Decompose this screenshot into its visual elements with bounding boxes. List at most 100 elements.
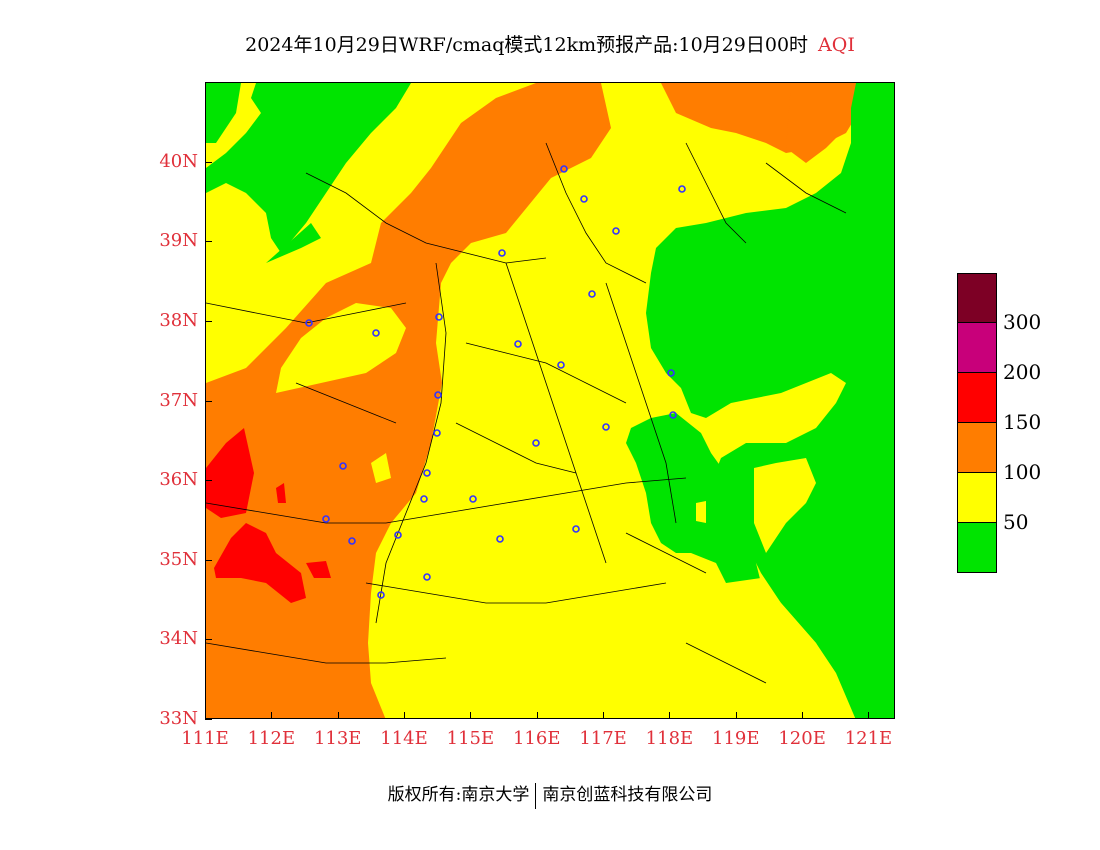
latitude-tick <box>205 400 212 402</box>
colorbar-swatch <box>957 373 997 423</box>
city-marker <box>588 290 596 298</box>
city-marker <box>394 531 402 539</box>
aqi-map <box>205 82 895 719</box>
latitude-label: 36N <box>159 469 198 491</box>
copyright-footer: 版权所有:南京大学 南京创蓝科技有限公司 <box>0 780 1100 809</box>
city-marker <box>348 537 356 545</box>
longitude-label: 115E <box>446 728 495 749</box>
city-marker <box>433 429 441 437</box>
city-marker <box>514 340 522 348</box>
city-marker <box>667 369 675 377</box>
latitude-label: 39N <box>159 230 198 252</box>
city-marker <box>420 495 428 503</box>
city-marker <box>322 515 330 523</box>
colorbar-label: 300 <box>1003 310 1042 334</box>
aqi-zone-orange-west <box>206 83 611 718</box>
aqi-zone-red-3 <box>306 561 331 578</box>
city-marker <box>532 439 540 447</box>
colorbar-swatch <box>957 323 997 373</box>
longitude-label: 111E <box>181 728 229 749</box>
city-marker <box>469 495 477 503</box>
aqi-zone-yellow-south-coast <box>726 578 855 718</box>
city-marker <box>423 573 431 581</box>
longitude-label: 113E <box>313 728 362 749</box>
colorbar-label: 150 <box>1003 410 1042 434</box>
title-product: AQI <box>818 34 855 56</box>
latitude-tick <box>205 320 212 322</box>
longitude-tick <box>536 712 538 719</box>
longitude-label: 118E <box>645 728 694 749</box>
latitude-label: 33N <box>159 708 198 729</box>
longitude-tick <box>404 712 406 719</box>
colorbar-swatch <box>957 273 997 323</box>
colorbar-label: 50 <box>1003 510 1029 534</box>
boundary-lines <box>206 142 847 684</box>
longitude-tick <box>205 712 206 719</box>
longitude-label: 121E <box>844 728 893 749</box>
longitude-label: 114E <box>380 728 428 749</box>
city-marker <box>602 423 610 431</box>
longitude-tick <box>603 712 605 719</box>
longitude-tick <box>868 712 870 719</box>
latitude-label: 35N <box>159 548 198 570</box>
longitude-label: 116E <box>512 728 561 749</box>
aqi-zone-yellow-coast <box>754 458 816 553</box>
aqi-zone-red-1 <box>206 428 254 518</box>
city-marker <box>434 391 442 399</box>
city-marker <box>669 411 677 419</box>
colorbar-swatch <box>957 423 997 473</box>
city-marker <box>305 319 313 327</box>
latitude-label: 34N <box>159 628 198 650</box>
title-main: 2024年10月29日WRF/cmaq模式12km预报产品:10月29日00时 <box>245 34 809 56</box>
colorbar-label: 100 <box>1003 460 1042 484</box>
city-markers <box>305 165 686 599</box>
aqi-zone-orange-north-2 <box>786 83 861 163</box>
aqi-zone-good-northwest <box>206 83 241 143</box>
aqi-zone-good-northwest-3 <box>266 223 321 263</box>
city-marker <box>572 525 580 533</box>
latitude-tick <box>205 559 212 561</box>
aqi-zone-red-2 <box>214 523 306 603</box>
longitude-label: 120E <box>778 728 826 749</box>
latitude-tick <box>205 161 212 163</box>
city-marker <box>580 195 588 203</box>
city-marker <box>496 535 504 543</box>
latitude-tick <box>205 719 212 720</box>
latitude-label: 40N <box>159 150 198 172</box>
colorbar-swatch <box>957 473 997 523</box>
aqi-colorbar <box>957 273 997 573</box>
colorbar-swatch <box>957 523 997 573</box>
longitude-tick <box>271 712 273 719</box>
aqi-zone-good-shandong <box>626 413 761 583</box>
city-marker <box>498 249 506 257</box>
latitude-tick <box>205 639 212 641</box>
longitude-tick <box>802 712 804 719</box>
city-marker <box>560 165 568 173</box>
longitude-label: 117E <box>579 728 627 749</box>
longitude-label: 119E <box>712 728 760 749</box>
colorbar-label: 200 <box>1003 360 1042 384</box>
map-canvas <box>206 83 894 718</box>
latitude-label: 37N <box>159 389 198 411</box>
longitude-tick <box>669 712 671 719</box>
longitude-label: 112E <box>247 728 296 749</box>
longitude-tick <box>337 712 339 719</box>
city-marker <box>423 469 431 477</box>
copyright-right: 南京创蓝科技有限公司 <box>542 785 713 805</box>
longitude-tick <box>470 712 472 719</box>
aqi-zone-red-4 <box>276 483 286 503</box>
city-marker <box>339 462 347 470</box>
copyright-left: 版权所有:南京大学 <box>387 785 530 805</box>
city-marker <box>678 185 686 193</box>
aqi-zone-yellow-pocket-2 <box>371 453 391 483</box>
latitude-tick <box>205 241 212 243</box>
city-marker <box>372 329 380 337</box>
aqi-zone-yellow-pocket <box>276 303 406 393</box>
longitude-tick <box>735 712 737 719</box>
latitude-tick <box>205 480 212 482</box>
city-marker <box>435 313 443 321</box>
city-marker <box>377 591 385 599</box>
aqi-zone-good-northwest-2 <box>206 83 411 253</box>
aqi-zone-good-east <box>646 83 894 718</box>
map-title: 2024年10月29日WRF/cmaq模式12km预报产品:10月29日00时 A… <box>0 30 1100 57</box>
